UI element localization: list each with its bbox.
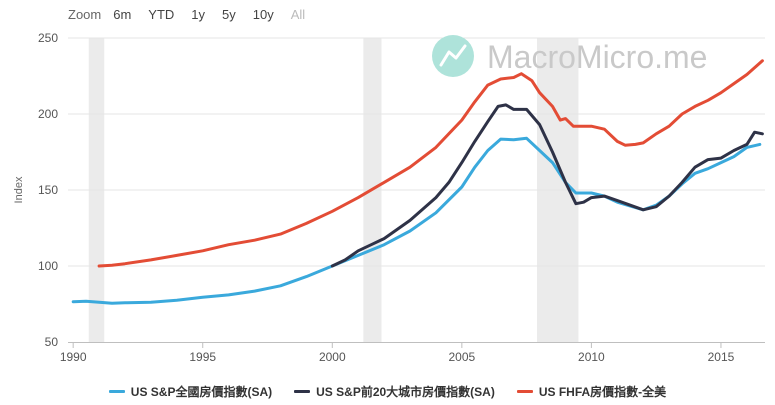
- x-tick-label-2005: 2005: [448, 350, 475, 364]
- watermark: MacroMicro.me: [432, 35, 707, 77]
- zoom-button-6m[interactable]: 6m: [113, 6, 132, 22]
- legend-label-fhfa: US FHFA房價指數-全美: [538, 385, 667, 399]
- watermark-text: MacroMicro.me: [487, 39, 707, 75]
- legend-swatch-fhfa: [516, 390, 533, 393]
- zoom-button-5y[interactable]: 5y: [222, 6, 236, 22]
- x-axis: 1990 1995 2000 2005 2010 2015: [60, 342, 765, 364]
- x-tick-label-2010: 2010: [578, 350, 605, 364]
- y-axis-ticks: 50 100 150 200 250: [38, 31, 58, 349]
- legend-swatch-sp-20city: [294, 390, 311, 393]
- y-tick-label-250: 250: [38, 31, 58, 45]
- zoom-button-ytd[interactable]: YTD: [148, 6, 175, 22]
- y-tick-label-200: 200: [38, 107, 58, 121]
- series-lines: [71, 59, 764, 305]
- x-tick-label-1990: 1990: [60, 350, 87, 364]
- series-line-fhfa[interactable]: [97, 59, 764, 268]
- x-tick-label-2015: 2015: [708, 350, 735, 364]
- zoom-button-all: All: [290, 6, 306, 22]
- series-line-sp-20city[interactable]: [330, 103, 764, 268]
- y-axis-label: Index: [13, 176, 25, 203]
- legend-swatch-sp-national: [108, 390, 125, 393]
- range-selector: Zoom 6m YTD 1y 5y 10y All: [68, 5, 322, 23]
- legend-item-fhfa[interactable]: US FHFA房價指數-全美: [516, 383, 667, 400]
- legend-item-sp-20city[interactable]: US S&P前20大城市房價指數(SA): [294, 383, 495, 400]
- legend-label-sp-national: US S&P全國房價指數(SA): [130, 385, 273, 399]
- zoom-button-1y[interactable]: 1y: [191, 6, 206, 22]
- zoom-button-10y[interactable]: 10y: [252, 6, 274, 22]
- zoom-label: Zoom: [68, 6, 102, 22]
- y-tick-label-100: 100: [38, 259, 58, 273]
- y-tick-label-50: 50: [45, 335, 59, 349]
- legend-label-sp-20city: US S&P前20大城市房價指數(SA): [316, 385, 495, 399]
- legend: US S&P全國房價指數(SA) US S&P前20大城市房價指數(SA) US…: [0, 383, 775, 400]
- y-tick-label-150: 150: [38, 183, 58, 197]
- watermark-chart-glyph: [439, 44, 467, 67]
- x-tick-label-1995: 1995: [189, 350, 216, 364]
- gridlines: [68, 37, 765, 267]
- legend-item-sp-national[interactable]: US S&P全國房價指數(SA): [108, 383, 273, 400]
- x-tick-label-2000: 2000: [319, 350, 346, 364]
